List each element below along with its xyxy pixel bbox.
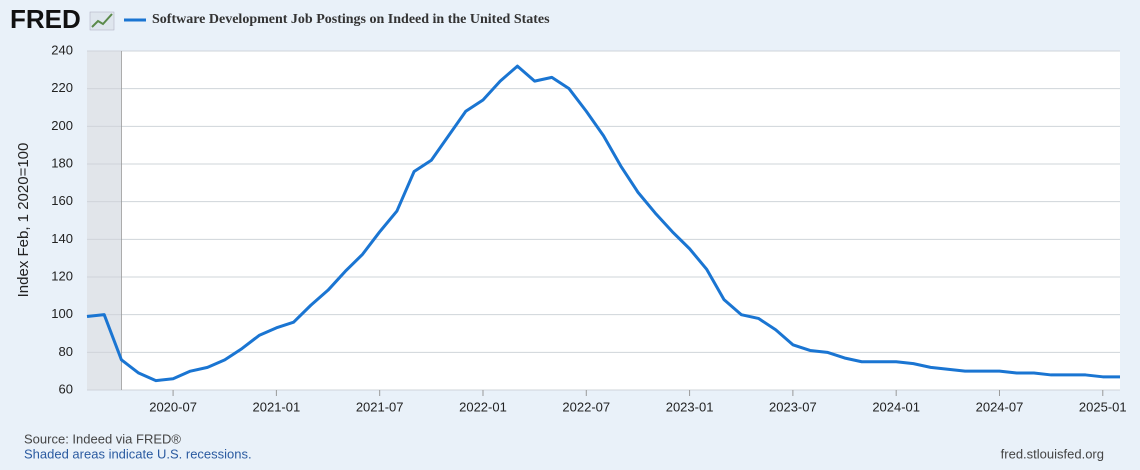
y-tick-label: 140: [51, 231, 73, 246]
y-tick-label: 180: [51, 155, 73, 170]
y-tick-label: 220: [51, 80, 73, 95]
source: Source: Indeed via FRED®: [24, 431, 181, 446]
y-tick-label: 160: [51, 193, 73, 208]
logo-icon: [89, 11, 115, 31]
y-tick-label: 200: [51, 118, 73, 133]
x-tick-label: 2022-07: [562, 399, 610, 414]
legend-label: Software Development Job Postings on Ind…: [152, 12, 550, 27]
logo: FRED: [10, 4, 81, 34]
x-tick-label: 2024-01: [872, 399, 920, 414]
x-tick-label: 2022-01: [459, 399, 507, 414]
y-tick-label: 120: [51, 268, 73, 283]
y-tick-label: 60: [59, 381, 73, 396]
y-tick-label: 240: [51, 42, 73, 57]
x-tick-label: 2025-01: [1079, 399, 1127, 414]
x-tick-label: 2023-01: [666, 399, 714, 414]
x-tick-label: 2023-07: [769, 399, 817, 414]
x-tick-label: 2021-01: [253, 399, 301, 414]
x-tick-label: 2021-07: [356, 399, 404, 414]
x-tick-label: 2020-07: [149, 399, 197, 414]
data-line: [86, 64, 1120, 383]
site: fred.stlouisfed.org: [1001, 446, 1104, 461]
recession-note: Shaded areas indicate U.S. recessions.: [24, 446, 252, 461]
recession-shade: [87, 51, 122, 390]
y-axis-label: Index Feb, 1 2020=100: [15, 143, 32, 298]
plot-area: [87, 51, 1120, 390]
y-tick-label: 80: [59, 344, 73, 359]
x-tick-label: 2024-07: [976, 399, 1024, 414]
y-tick-label: 100: [51, 306, 73, 321]
